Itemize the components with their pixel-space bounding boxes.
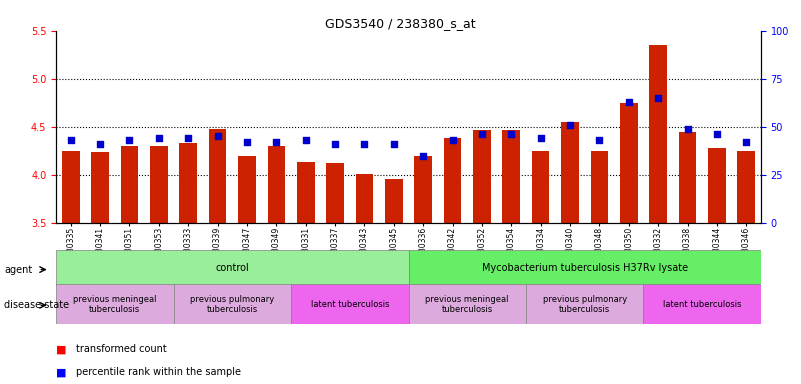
- Bar: [502, 130, 520, 384]
- Point: [534, 135, 547, 141]
- Bar: [414, 156, 432, 384]
- Bar: [385, 179, 403, 384]
- Bar: [179, 143, 197, 384]
- Bar: [590, 151, 608, 384]
- Bar: [91, 152, 109, 384]
- Bar: [562, 122, 579, 384]
- Point: [681, 126, 694, 132]
- Text: GDS3540 / 238380_s_at: GDS3540 / 238380_s_at: [325, 17, 476, 30]
- Text: previous meningeal
tuberculosis: previous meningeal tuberculosis: [425, 295, 509, 314]
- Point: [152, 135, 165, 141]
- Bar: [738, 151, 755, 384]
- Point: [94, 141, 107, 147]
- Text: ■: ■: [56, 367, 66, 377]
- Bar: [326, 163, 344, 384]
- Text: ■: ■: [56, 344, 66, 354]
- Text: previous pulmonary
tuberculosis: previous pulmonary tuberculosis: [190, 295, 275, 314]
- Point: [240, 139, 253, 145]
- Point: [358, 141, 371, 147]
- Bar: [444, 138, 461, 384]
- FancyBboxPatch shape: [409, 284, 526, 324]
- Bar: [708, 148, 726, 384]
- Text: percentile rank within the sample: percentile rank within the sample: [76, 367, 241, 377]
- Point: [476, 131, 489, 137]
- Text: control: control: [215, 263, 249, 273]
- Bar: [238, 157, 256, 384]
- Text: latent tuberculosis: latent tuberculosis: [311, 300, 389, 309]
- FancyBboxPatch shape: [56, 250, 409, 286]
- Point: [417, 152, 429, 159]
- Text: Mycobacterium tuberculosis H37Rv lysate: Mycobacterium tuberculosis H37Rv lysate: [481, 263, 688, 273]
- Bar: [297, 162, 315, 384]
- Text: transformed count: transformed count: [76, 344, 167, 354]
- Bar: [268, 146, 285, 384]
- FancyBboxPatch shape: [174, 284, 291, 324]
- Bar: [678, 131, 696, 384]
- Point: [328, 141, 341, 147]
- Point: [622, 99, 635, 105]
- Text: agent: agent: [4, 265, 32, 275]
- Bar: [356, 174, 373, 384]
- Bar: [620, 103, 638, 384]
- Point: [505, 131, 517, 137]
- Text: previous pulmonary
tuberculosis: previous pulmonary tuberculosis: [542, 295, 627, 314]
- Point: [564, 122, 577, 128]
- FancyBboxPatch shape: [643, 284, 761, 324]
- Bar: [121, 146, 139, 384]
- Point: [593, 137, 606, 143]
- FancyBboxPatch shape: [56, 284, 174, 324]
- FancyBboxPatch shape: [291, 284, 409, 324]
- Point: [388, 141, 400, 147]
- Point: [652, 95, 665, 101]
- Text: previous meningeal
tuberculosis: previous meningeal tuberculosis: [73, 295, 156, 314]
- Bar: [209, 129, 227, 384]
- Point: [300, 137, 312, 143]
- Bar: [150, 146, 167, 384]
- Bar: [473, 130, 491, 384]
- Bar: [650, 45, 667, 384]
- Point: [446, 137, 459, 143]
- Point: [211, 133, 224, 139]
- Point: [182, 135, 195, 141]
- Point: [740, 139, 753, 145]
- Point: [64, 137, 77, 143]
- Text: latent tuberculosis: latent tuberculosis: [663, 300, 742, 309]
- Point: [270, 139, 283, 145]
- FancyBboxPatch shape: [409, 250, 761, 286]
- Text: disease state: disease state: [4, 300, 69, 310]
- Point: [123, 137, 136, 143]
- Point: [710, 131, 723, 137]
- FancyBboxPatch shape: [526, 284, 643, 324]
- Bar: [532, 151, 549, 384]
- Bar: [62, 151, 79, 384]
